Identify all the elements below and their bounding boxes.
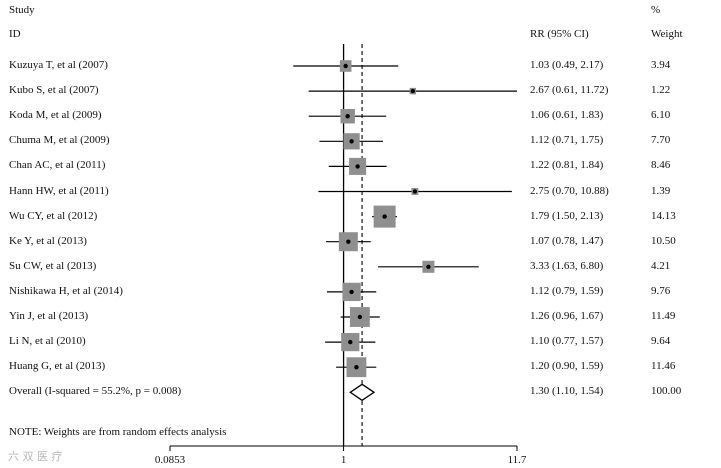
study-label: Kuzuya T, et al (2007) — [9, 59, 108, 71]
point-estimate — [348, 339, 353, 345]
point-estimate — [410, 88, 416, 94]
rr-ci-value: 1.12 (0.79, 1.59) — [530, 284, 604, 297]
x-tick-label: 11.7 — [508, 454, 527, 466]
header-weight: Weight — [651, 28, 683, 40]
study-label: Wu CY, et al (2012) — [9, 209, 98, 222]
rr-ci-value: 1.03 (0.49, 2.17) — [530, 59, 604, 71]
header-id: ID — [9, 28, 21, 40]
point-estimate — [382, 214, 387, 219]
weight-value: 7.70 — [651, 134, 671, 147]
weight-value: 8.46 — [651, 159, 671, 172]
study-label: Yin J, et al (2013) — [9, 310, 89, 322]
study-label: Koda M, et al (2009) — [9, 109, 102, 122]
point-estimate — [357, 314, 363, 320]
header-rr: RR (95% CI) — [530, 28, 589, 40]
rr-ci-value: 1.20 (0.90, 1.59) — [530, 360, 604, 373]
rr-ci-value: 1.79 (1.50, 2.13) — [530, 209, 604, 222]
point-estimate — [349, 139, 354, 144]
weight-value: 6.10 — [651, 109, 671, 122]
rr-ci-value: 1.26 (0.96, 1.67) — [530, 310, 604, 322]
rr-ci-value: 1.10 (0.77, 1.57) — [530, 335, 604, 348]
weight-value: 3.94 — [651, 59, 671, 71]
x-tick-label: 1 — [341, 454, 347, 466]
point-estimate — [345, 114, 350, 119]
rr-ci-value: 1.07 (0.78, 1.47) — [530, 234, 604, 247]
overall-label: Overall (I-squared = 55.2%, p = 0.008) — [9, 385, 182, 398]
point-estimate — [354, 365, 359, 370]
study-label: Kubo S, et al (2007) — [9, 84, 99, 97]
point-estimate — [355, 164, 360, 169]
overall-weight: 100.00 — [651, 385, 682, 398]
weight-value: 14.13 — [651, 209, 676, 222]
rr-ci-value: 1.06 (0.61, 1.83) — [530, 109, 604, 122]
overall-diamond — [349, 383, 376, 402]
study-label: Su CW, et al (2013) — [9, 259, 97, 272]
weight-value: 10.50 — [651, 234, 676, 247]
weight-value: 11.46 — [651, 360, 676, 373]
weight-value: 1.22 — [651, 84, 671, 97]
weight-value: 1.39 — [651, 184, 671, 197]
point-estimate — [426, 264, 431, 269]
rr-ci-value: 2.67 (0.61, 11.72) — [530, 84, 609, 97]
rr-ci-value: 2.75 (0.70, 10.88) — [530, 184, 609, 197]
study-label: Hann HW, et al (2011) — [9, 184, 109, 197]
weight-value: 9.76 — [651, 284, 671, 297]
point-estimate — [343, 63, 348, 69]
rr-ci-value: 1.22 (0.81, 1.84) — [530, 159, 604, 172]
note-text: NOTE: Weights are from random effects an… — [9, 426, 227, 438]
x-tick-label: 0.0853 — [155, 454, 186, 466]
header-percent: % — [651, 4, 661, 16]
header-study: Study — [9, 4, 35, 16]
point-estimate — [412, 189, 418, 194]
weight-value: 11.49 — [651, 310, 676, 322]
watermark-logo: 六 双 医 疗 — [8, 448, 63, 464]
study-label: Huang G, et al (2013) — [9, 360, 106, 373]
rr-ci-value: 3.33 (1.63, 6.80) — [530, 259, 604, 272]
study-label: Ke Y, et al (2013) — [9, 234, 87, 247]
watermark-text: 六 双 医 疗 — [8, 450, 63, 463]
overall-rr-ci: 1.30 (1.10, 1.54) — [530, 385, 604, 398]
point-estimate — [349, 289, 354, 295]
point-estimate — [346, 239, 351, 244]
weight-value: 9.64 — [651, 335, 671, 348]
weight-value: 4.21 — [651, 259, 671, 272]
study-label: Nishikawa H, et al (2014) — [9, 284, 123, 297]
study-label: Chuma M, et al (2009) — [9, 134, 110, 147]
study-label: Chan AC, et al (2011) — [9, 159, 106, 172]
rr-ci-value: 1.12 (0.71, 1.75) — [530, 134, 604, 147]
study-label: Li N, et al (2010) — [9, 335, 86, 348]
